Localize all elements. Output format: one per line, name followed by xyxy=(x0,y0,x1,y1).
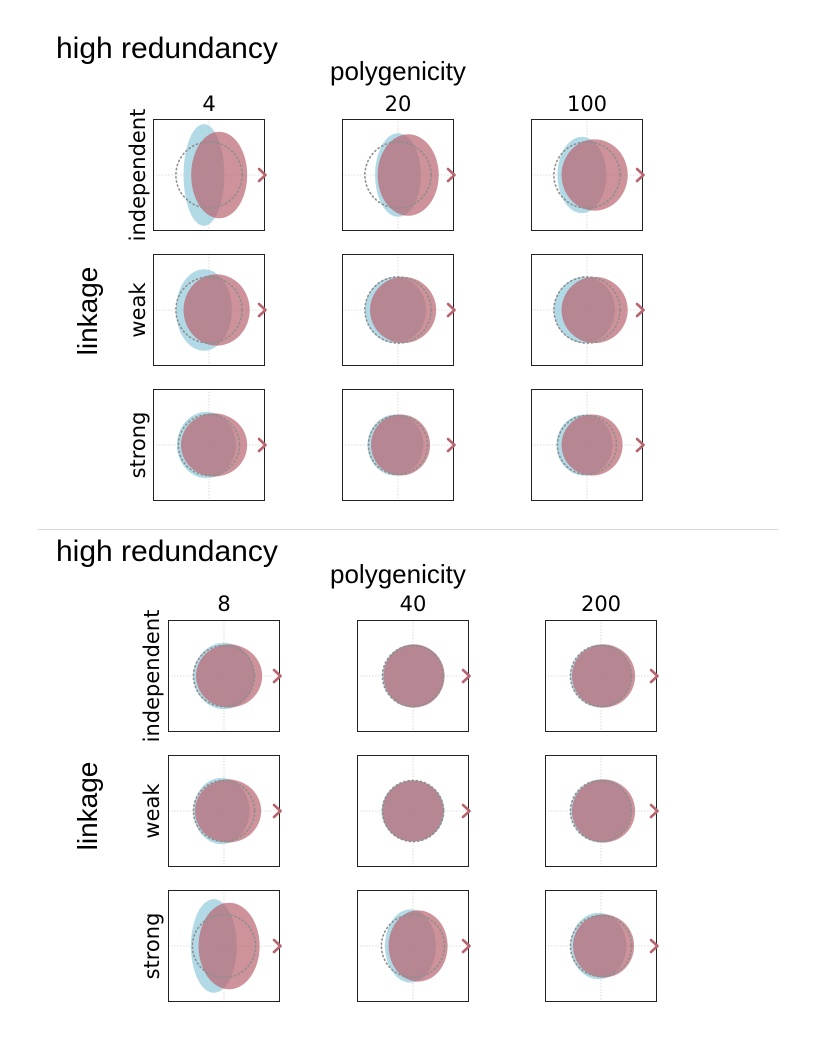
plot-2-strong-40 xyxy=(357,890,471,1002)
plot-2-weak-200 xyxy=(545,755,659,867)
panel-1-row-label-weak: weak xyxy=(126,282,150,338)
reference-circle xyxy=(364,141,432,209)
reference-circle xyxy=(380,913,446,979)
panel-1-row-label-strong: strong xyxy=(126,411,150,479)
plot-2-strong-8 xyxy=(168,890,282,1002)
red-distribution xyxy=(571,779,636,843)
panel-1-title: high redundancy xyxy=(56,32,278,65)
panel-1-col-label-1: 4 xyxy=(202,92,216,116)
direction-arrow-icon xyxy=(461,803,471,819)
direction-arrow-icon xyxy=(272,668,282,684)
reference-circle xyxy=(364,276,432,344)
red-distribution xyxy=(370,276,437,344)
red-distribution xyxy=(371,414,431,476)
plot-1-weak-4 xyxy=(153,254,267,366)
panel-2-polygenicity-label: polygenicity xyxy=(330,559,466,589)
red-distribution xyxy=(382,780,444,842)
plot-2-weak-8 xyxy=(168,755,282,867)
reference-circle xyxy=(191,913,257,979)
plot-1-independent-4 xyxy=(153,119,267,231)
direction-arrow-icon xyxy=(257,167,267,183)
direction-arrow-icon xyxy=(272,938,282,954)
direction-arrow-icon xyxy=(461,668,471,684)
direction-arrow-icon xyxy=(257,302,267,318)
direction-arrow-icon xyxy=(446,167,456,183)
red-distribution xyxy=(573,914,635,978)
panel-1-row-label-independent: independent xyxy=(126,108,150,242)
reference-circle xyxy=(192,779,256,843)
panel-1-linkage-label: linkage xyxy=(72,266,103,356)
reference-circle xyxy=(569,779,633,843)
direction-arrow-icon xyxy=(649,803,659,819)
reference-circle xyxy=(553,141,621,209)
red-distribution xyxy=(388,910,448,982)
reference-circle xyxy=(569,914,633,978)
reference-circle xyxy=(381,779,445,843)
direction-arrow-icon xyxy=(635,437,645,453)
plot-1-weak-100 xyxy=(531,254,645,366)
red-distribution xyxy=(194,779,262,843)
red-distribution xyxy=(571,644,636,708)
direction-arrow-icon xyxy=(649,668,659,684)
reference-circle xyxy=(175,141,243,209)
red-distribution xyxy=(191,131,248,219)
panel-2-title: high redundancy xyxy=(56,535,278,568)
plot-2-independent-8 xyxy=(168,620,282,732)
red-distribution xyxy=(561,139,628,211)
plot-1-strong-100 xyxy=(531,389,645,501)
panel-1-col-label-2: 20 xyxy=(384,92,412,116)
panel-2-row-label-weak: weak xyxy=(140,783,164,839)
panel-divider xyxy=(38,529,778,530)
plot-1-strong-20 xyxy=(342,389,456,501)
direction-arrow-icon xyxy=(446,302,456,318)
direction-arrow-icon xyxy=(649,938,659,954)
plot-2-strong-200 xyxy=(545,890,659,1002)
plot-1-independent-100 xyxy=(531,119,645,231)
panel-1-polygenicity-label: polygenicity xyxy=(330,56,466,86)
red-distribution xyxy=(183,274,250,346)
plot-1-strong-4 xyxy=(153,389,267,501)
plot-2-independent-200 xyxy=(545,620,659,732)
panel-2-col-label-1: 8 xyxy=(217,592,231,616)
red-distribution xyxy=(196,644,263,708)
red-distribution xyxy=(383,644,445,708)
reference-circle xyxy=(367,414,429,476)
red-distribution xyxy=(181,413,248,477)
panel-2-row-label-strong: strong xyxy=(140,912,164,980)
red-distribution xyxy=(198,902,260,990)
plot-2-weak-40 xyxy=(357,755,471,867)
direction-arrow-icon xyxy=(257,437,267,453)
panel-2-row-label-independent: independent xyxy=(140,609,164,743)
panel-2-col-label-2: 40 xyxy=(399,592,427,616)
plot-1-weak-20 xyxy=(342,254,456,366)
direction-arrow-icon xyxy=(446,437,456,453)
plot-1-independent-20 xyxy=(342,119,456,231)
reference-circle xyxy=(569,644,633,708)
direction-arrow-icon xyxy=(635,302,645,318)
direction-arrow-icon xyxy=(635,167,645,183)
red-distribution xyxy=(377,134,439,216)
plot-2-independent-40 xyxy=(357,620,471,732)
panel-2-linkage-label: linkage xyxy=(72,761,103,851)
reference-circle xyxy=(381,644,445,708)
reference-circle xyxy=(553,276,621,344)
red-distribution xyxy=(561,276,628,344)
reference-circle xyxy=(175,276,243,344)
panel-1-col-label-3: 100 xyxy=(566,92,608,116)
direction-arrow-icon xyxy=(461,938,471,954)
red-distribution xyxy=(561,414,623,476)
panel-2-col-label-3: 200 xyxy=(580,592,622,616)
reference-circle xyxy=(192,644,256,708)
reference-circle xyxy=(177,413,241,477)
reference-circle xyxy=(556,414,618,476)
direction-arrow-icon xyxy=(272,803,282,819)
